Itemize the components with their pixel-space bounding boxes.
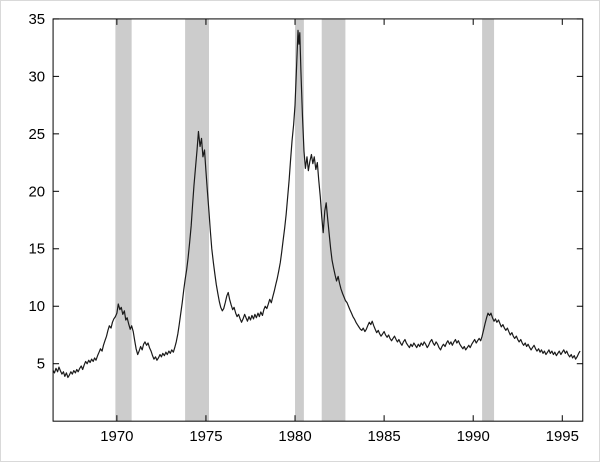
recession-band — [295, 18, 304, 422]
x-tick-label: 1990 — [457, 428, 490, 445]
x-tick-label: 1975 — [189, 428, 222, 445]
axes-box — [52, 18, 584, 422]
plot-area — [53, 18, 583, 422]
y-tick-label: 30 — [28, 68, 45, 85]
recession-band — [321, 18, 346, 422]
x-tick-label: 1985 — [368, 428, 401, 445]
recession-band — [185, 18, 209, 422]
y-tick-label: 25 — [28, 126, 45, 143]
x-tick-label: 1995 — [546, 428, 579, 445]
y-tick-label: 10 — [28, 298, 45, 315]
y-tick-label: 35 — [28, 11, 45, 28]
recession-band — [115, 18, 132, 422]
y-tick-label: 5 — [37, 356, 45, 373]
y-tick-label: 20 — [28, 183, 45, 200]
x-tick-label: 1980 — [278, 428, 311, 445]
x-tick-label: 1970 — [100, 428, 133, 445]
series-line — [52, 29, 581, 379]
y-tick-label: 15 — [28, 241, 45, 258]
recession-band — [482, 18, 495, 422]
